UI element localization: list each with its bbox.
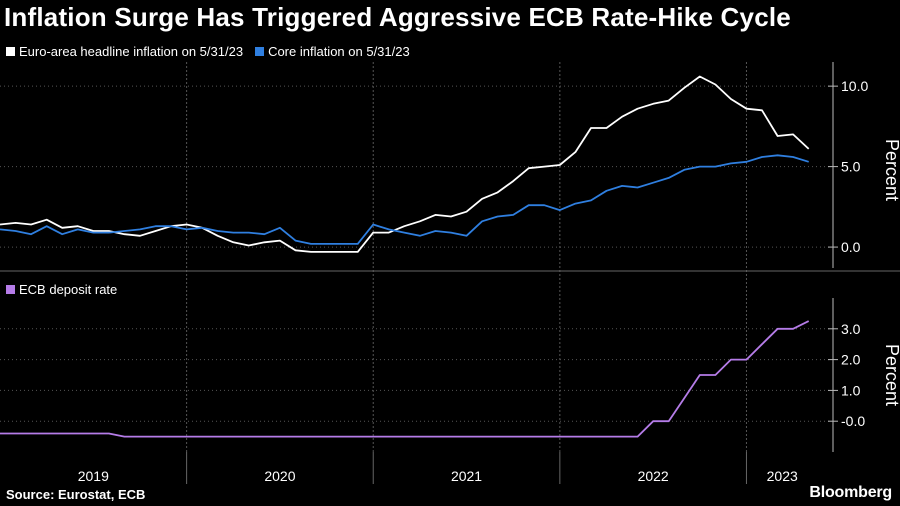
legend-item-core: Core inflation on 5/31/23: [255, 44, 410, 59]
y-axis-title-0: Percent: [882, 139, 900, 201]
source-note: Source: Eurostat, ECB: [6, 487, 146, 502]
y-tick-label-1-3: -0.0: [841, 413, 865, 429]
y-tick-label-0-0: 10.0: [841, 78, 868, 94]
top-legend: Euro-area headline inflation on 5/31/23 …: [6, 44, 422, 59]
legend-item-deposit: ECB deposit rate: [6, 282, 117, 297]
series-line-1-0: [0, 320, 810, 438]
x-tick-label-2022: 2022: [638, 468, 669, 484]
legend-label-core: Core inflation on 5/31/23: [268, 44, 410, 59]
x-tick-label-2019: 2019: [78, 468, 109, 484]
y-axis-title-1: Percent: [882, 344, 900, 406]
legend-swatch-core: [255, 47, 265, 56]
legend-swatch-deposit: [6, 285, 15, 294]
legend-label-headline: Euro-area headline inflation on 5/31/23: [19, 44, 244, 59]
x-tick-label-2021: 2021: [451, 468, 482, 484]
series-line-0-0: [0, 75, 810, 253]
legend-swatch-headline: [6, 47, 15, 56]
series-line-0-1: [0, 154, 809, 245]
legend-item-headline: Euro-area headline inflation on 5/31/23: [6, 44, 243, 59]
y-tick-label-0-2: 0.0: [841, 239, 861, 255]
x-tick-label-2020: 2020: [264, 468, 295, 484]
y-tick-label-1-0: 3.0: [841, 321, 861, 337]
y-tick-label-1-2: 1.0: [841, 382, 861, 398]
bloomberg-logo: Bloomberg: [809, 484, 892, 501]
y-tick-label-0-1: 5.0: [841, 159, 861, 175]
legend-label-deposit: ECB deposit rate: [19, 282, 118, 297]
bottom-legend: ECB deposit rate: [6, 282, 129, 297]
y-tick-label-1-1: 2.0: [841, 352, 861, 368]
chart-title: Inflation Surge Has Triggered Aggressive…: [4, 2, 791, 32]
x-tick-label-2023: 2023: [767, 468, 798, 484]
